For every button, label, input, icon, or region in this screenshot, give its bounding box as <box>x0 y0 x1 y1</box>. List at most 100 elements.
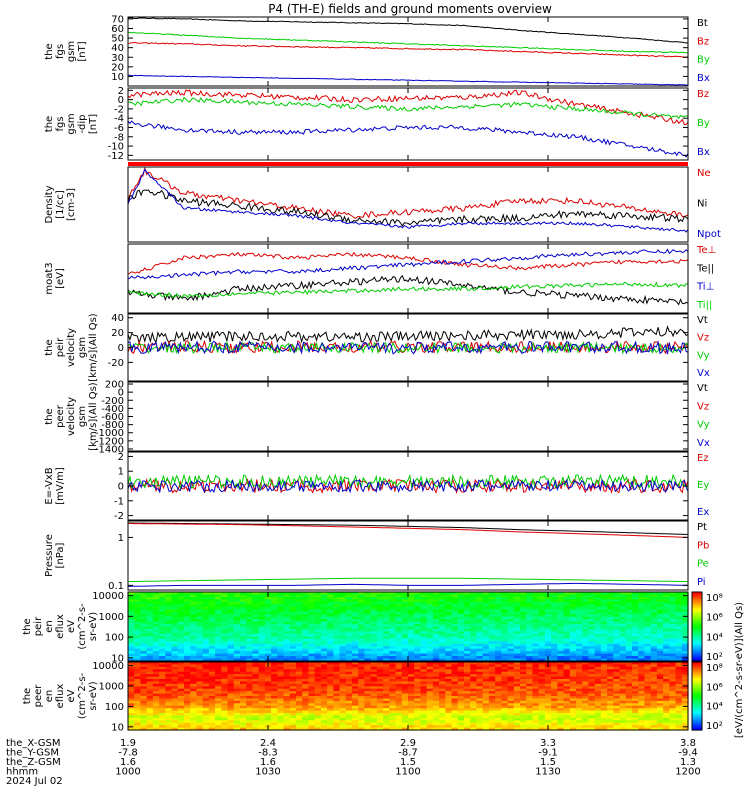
heatmap-cell <box>277 693 285 697</box>
heatmap-cell <box>184 710 191 714</box>
heatmap-cell <box>196 710 204 714</box>
heatmap-cell <box>258 626 266 630</box>
heatmap-cell <box>426 703 434 707</box>
heatmap-cell <box>457 666 465 670</box>
heatmap-cell <box>339 691 347 695</box>
heatmap-cell <box>128 614 135 618</box>
heatmap-cell <box>277 722 285 726</box>
heatmap-cell <box>283 616 291 620</box>
heatmap-cell <box>501 693 509 697</box>
heatmap-cell <box>632 601 639 605</box>
heatmap-cell <box>196 651 204 655</box>
heatmap-cell <box>538 720 546 724</box>
heatmap-cell <box>190 722 198 726</box>
heatmap-cell <box>370 720 378 724</box>
heatmap-cell <box>215 688 222 692</box>
heatmap-cell <box>246 722 254 726</box>
heatmap-cell <box>271 596 278 600</box>
heatmap-cell <box>439 641 446 645</box>
heatmap-cell <box>296 674 303 678</box>
heatmap-cell <box>582 628 590 633</box>
heatmap-cell <box>165 609 173 613</box>
heatmap-cell <box>208 703 216 707</box>
heatmap-cell <box>283 636 291 640</box>
heatmap-cell <box>320 631 328 635</box>
heatmap-cell <box>364 606 372 610</box>
heatmap-cell <box>227 725 235 729</box>
heatmap-cell <box>632 592 639 596</box>
heatmap-cell <box>327 658 334 662</box>
heatmap-cell <box>246 703 254 707</box>
heatmap-cell <box>215 624 222 628</box>
heatmap-cell <box>470 717 478 721</box>
heatmap-cell <box>140 609 148 613</box>
heatmap-cell <box>588 606 596 610</box>
heatmap-cell <box>557 594 565 598</box>
heatmap-cell <box>246 611 254 615</box>
heatmap-cell <box>152 601 160 605</box>
heatmap-cell <box>190 708 198 712</box>
heatmap-cell <box>476 631 484 635</box>
heatmap-cell <box>476 725 484 729</box>
heatmap-cell <box>432 708 440 712</box>
heatmap-cell <box>594 717 602 721</box>
heatmap-cell <box>283 592 291 596</box>
heatmap-cell <box>420 664 428 668</box>
heatmap-cell <box>588 666 596 670</box>
heatmap-cell <box>140 662 148 666</box>
heatmap-cell <box>258 643 266 647</box>
heatmap-cell <box>457 710 465 714</box>
heatmap-cell <box>165 713 173 717</box>
heatmap-cell <box>582 619 590 623</box>
heatmap-cell <box>594 653 602 657</box>
heatmap-cell <box>563 648 571 652</box>
heatmap-cell <box>314 683 322 687</box>
heatmap-cell <box>439 599 446 603</box>
heatmap-cell <box>252 705 260 709</box>
heatmap-cell <box>513 656 521 660</box>
heatmap-cell <box>339 592 347 596</box>
heatmap-cell <box>470 676 478 680</box>
heatmap-cell <box>470 651 478 655</box>
heatmap-cell <box>208 601 216 605</box>
heatmap-cell <box>165 596 173 600</box>
heatmap-cell <box>532 624 540 628</box>
heatmap-cell <box>289 609 297 613</box>
heatmap-cell <box>563 594 571 598</box>
heatmap-cell <box>171 720 179 724</box>
heatmap-cell <box>488 658 496 662</box>
heatmap-cell <box>482 616 490 620</box>
heatmap-cell <box>240 688 247 692</box>
heatmap-cell <box>613 611 621 615</box>
heatmap-cell <box>613 626 621 630</box>
heatmap-cell <box>165 628 173 633</box>
heatmap-cell <box>426 720 434 724</box>
heatmap-cell <box>184 669 191 673</box>
heatmap-cell <box>408 592 415 596</box>
heatmap-cell <box>619 646 627 650</box>
heatmap-cell <box>152 674 160 678</box>
heatmap-cell <box>296 717 303 721</box>
heatmap-cell <box>308 651 316 655</box>
heatmap-cell <box>352 614 359 618</box>
heatmap-cell <box>557 700 565 704</box>
heatmap-cell <box>345 715 353 719</box>
heatmap-cell <box>669 611 677 615</box>
heatmap-cell <box>538 727 546 731</box>
heatmap-cell <box>252 717 260 721</box>
heatmap-cell <box>588 633 596 637</box>
heatmap-cell <box>171 643 179 647</box>
heatmap-cell <box>327 594 334 598</box>
heatmap-cell <box>650 646 658 650</box>
heatmap-cell <box>128 646 135 650</box>
series-line-Bx <box>127 120 689 158</box>
heatmap-cell <box>544 641 552 645</box>
heatmap-cell <box>146 616 154 620</box>
heatmap-cell <box>345 638 353 642</box>
heatmap-cell <box>177 619 185 623</box>
heatmap-cell <box>532 621 540 625</box>
heatmap-cell <box>308 624 316 628</box>
heatmap-cell <box>551 717 558 721</box>
heatmap-cell <box>414 636 422 640</box>
y-tick-label: -1 <box>114 496 124 507</box>
